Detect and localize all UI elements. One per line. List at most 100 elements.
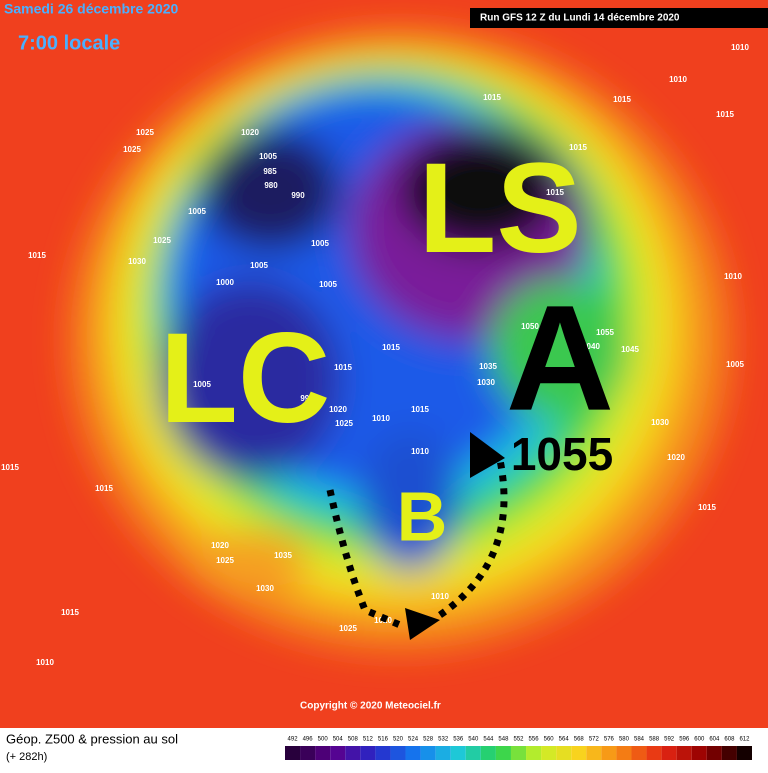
scale-swatch xyxy=(375,746,391,760)
scale-swatch xyxy=(300,746,316,760)
scale-label: 584 xyxy=(634,737,645,743)
copyright: Copyright © 2020 Meteociel.fr xyxy=(300,701,441,712)
scale-label: 552 xyxy=(513,737,524,743)
trajectory-arrows xyxy=(326,459,508,629)
isobar-label: 1015 xyxy=(334,363,352,372)
annotation: LS xyxy=(418,137,582,280)
scale-label: 500 xyxy=(318,737,329,743)
isobar-label: 1005 xyxy=(319,280,337,289)
isobar-label: 1045 xyxy=(621,345,639,354)
scale-label: 492 xyxy=(288,737,299,743)
scale-swatch xyxy=(405,746,421,760)
scale-swatch xyxy=(480,746,496,760)
scale-swatch xyxy=(390,746,406,760)
scale-label: 608 xyxy=(724,737,735,743)
scale-label: 580 xyxy=(619,737,630,743)
isobar-label: 1025 xyxy=(123,145,141,154)
scale-label: 576 xyxy=(604,737,615,743)
isobar-label: 1020 xyxy=(667,453,685,462)
scale-label: 564 xyxy=(559,737,570,743)
color-scale: 492 496 500 504 508 512 516 520 524 528 532 536 540 5… xyxy=(285,737,752,760)
isobar-label: 1015 xyxy=(61,608,79,617)
isobar-label: 1035 xyxy=(479,362,497,371)
isobar-label: 1015 xyxy=(95,484,113,493)
isobar-label: 995 xyxy=(300,394,314,403)
isobar-label: 1015 xyxy=(28,251,46,260)
scale-swatch xyxy=(360,746,376,760)
isobar-label: 985 xyxy=(263,167,277,176)
isobar-label: 1010 xyxy=(731,43,749,52)
isobar-label: 1005 xyxy=(259,152,277,161)
isobar-label: 1010 xyxy=(36,658,54,667)
scale-label: 532 xyxy=(438,737,449,743)
scale-label: 596 xyxy=(679,737,690,743)
scale-label: 556 xyxy=(529,737,540,743)
isobar-label: 1055 xyxy=(596,328,614,337)
isobar-label: 1030 xyxy=(477,378,495,387)
scale-swatch xyxy=(541,746,557,760)
annotation: LC xyxy=(160,307,331,450)
isobar-label: 980 xyxy=(264,181,278,190)
footer-subtitle: (+ 282h) xyxy=(6,751,47,763)
isobar-label: 1015 xyxy=(546,188,564,197)
isobar-label: 1005 xyxy=(193,380,211,389)
scale-swatch xyxy=(616,746,632,760)
isobar-label: 1015 xyxy=(613,95,631,104)
annotation: 1055 xyxy=(511,428,613,480)
scale-swatch xyxy=(315,746,331,760)
footer-title: Géop. Z500 & pression au sol xyxy=(6,731,178,746)
run-box xyxy=(470,8,768,28)
scale-swatch xyxy=(661,746,677,760)
scale-swatch xyxy=(631,746,647,760)
isobar-label: 1015 xyxy=(698,503,716,512)
arrow-head xyxy=(405,608,440,640)
annotation: A xyxy=(506,274,614,442)
time: 7:00 locale xyxy=(18,32,120,54)
scale-swatch xyxy=(285,746,301,760)
scale-label: 592 xyxy=(664,737,675,743)
scale-label: 512 xyxy=(363,737,374,743)
scale-swatch xyxy=(646,746,662,760)
isobar-label: 1025 xyxy=(335,419,353,428)
isobar-label: 1015 xyxy=(411,405,429,414)
isobar-label: 1035 xyxy=(274,551,292,560)
scale-swatch xyxy=(495,746,511,760)
isobar-label: 1010 xyxy=(411,447,429,456)
isobar-label: 1000 xyxy=(216,278,234,287)
isobar-label: 1005 xyxy=(311,239,329,248)
arrow-head xyxy=(470,432,505,478)
scale-label: 600 xyxy=(694,737,705,743)
scale-label: 516 xyxy=(378,737,389,743)
scale-label: 572 xyxy=(589,737,600,743)
scale-label: 496 xyxy=(303,737,314,743)
isobar-label: 1010 xyxy=(669,75,687,84)
scale-swatch xyxy=(450,746,466,760)
geopotential-field xyxy=(0,0,768,728)
scale-label: 524 xyxy=(408,737,419,743)
scale-swatch xyxy=(556,746,572,760)
isobar-label: 990 xyxy=(291,191,305,200)
scale-swatch xyxy=(601,746,617,760)
isobar-label: 1020 xyxy=(211,541,229,550)
isobar-label: 1005 xyxy=(250,261,268,270)
isobar-label: 1050 xyxy=(521,322,539,331)
scale-label: 548 xyxy=(498,737,509,743)
run-info: Run GFS 12 Z du Lundi 14 décembre 2020 xyxy=(480,13,680,24)
scale-swatch xyxy=(691,746,707,760)
scale-label: 504 xyxy=(333,737,344,743)
scale-label: 508 xyxy=(348,737,359,743)
scale-swatch xyxy=(330,746,346,760)
scale-swatch xyxy=(526,746,542,760)
arrow-path xyxy=(326,489,402,629)
isobar-label: 1010 xyxy=(724,272,742,281)
scale-swatch xyxy=(736,746,752,760)
isobar-label: 1015 xyxy=(716,110,734,119)
isobar-label: 1025 xyxy=(339,624,357,633)
date: Samedi 26 décembre 2020 xyxy=(4,1,179,17)
isobar-label: 1020 xyxy=(329,405,347,414)
scale-label: 536 xyxy=(453,737,464,743)
scale-label: 612 xyxy=(739,737,750,743)
isobar-label: 1025 xyxy=(136,128,154,137)
isobar-label: 1040 xyxy=(582,342,600,351)
isobar-label: 1020 xyxy=(241,128,259,137)
